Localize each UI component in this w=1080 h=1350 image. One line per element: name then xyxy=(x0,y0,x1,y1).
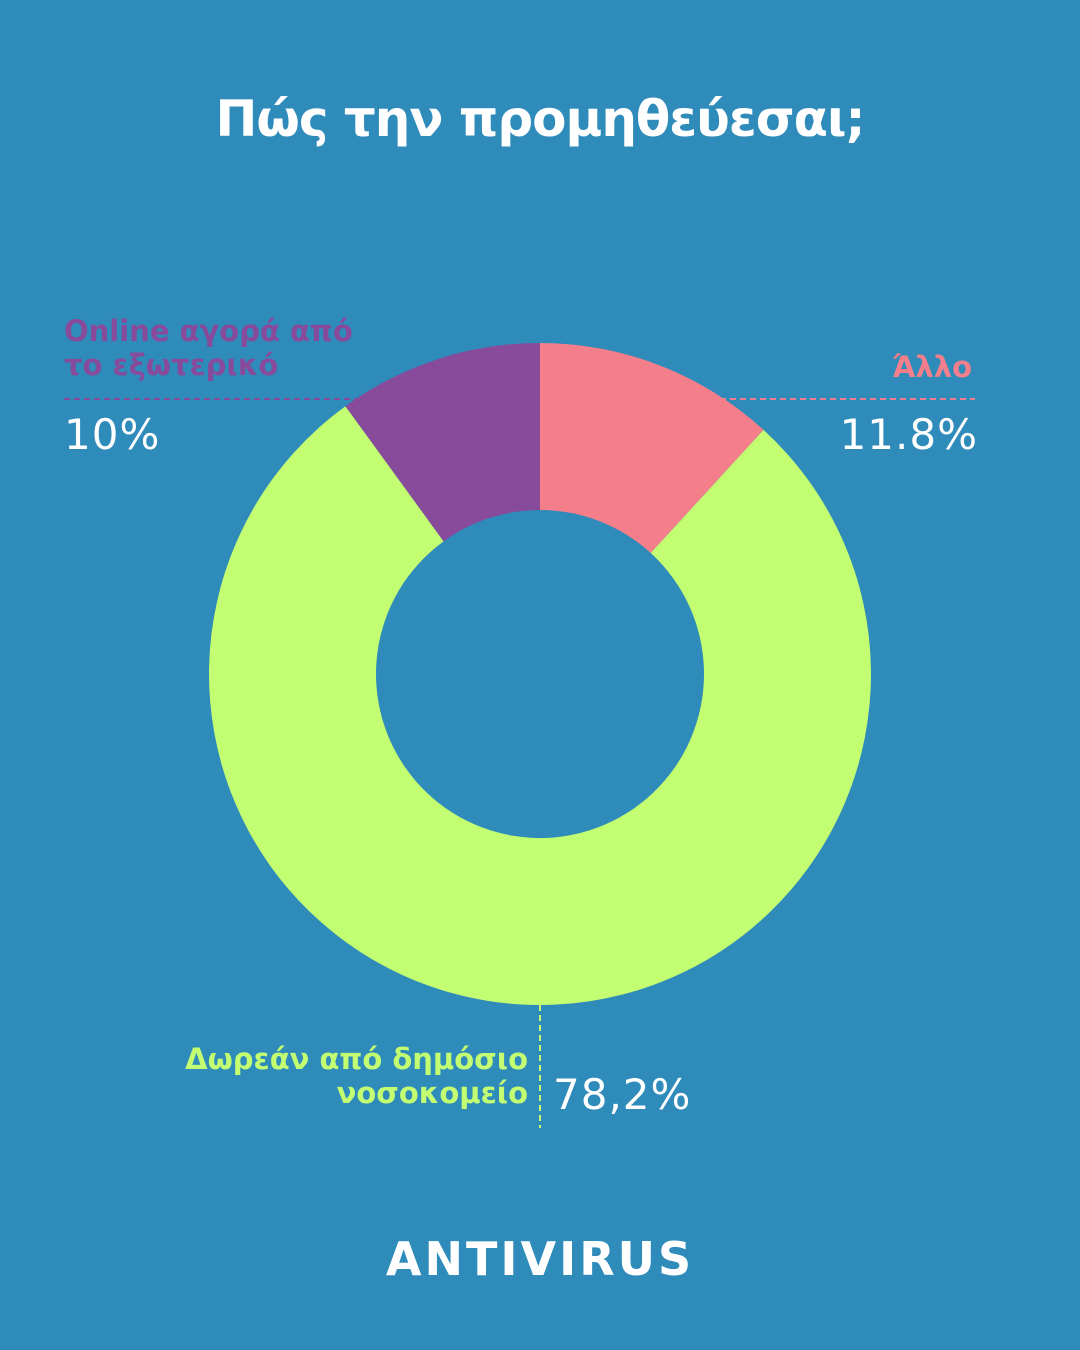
chart-title: Πώς την προμηθεύεσαι; xyxy=(215,90,866,148)
donut-slice-free xyxy=(208,406,871,1006)
slice-value-free: 78,2% xyxy=(553,1070,692,1119)
slice-label-online: Online αγορά από το εξωτερικό xyxy=(64,314,364,382)
slice-label-online-line1: Online αγορά από xyxy=(64,314,353,348)
donut-slice-online xyxy=(345,343,540,542)
brand-logo: ANTIVIRUS xyxy=(385,1232,695,1286)
slice-label-other: Άλλο xyxy=(892,350,972,384)
slice-label-online-line2: το εξωτερικό xyxy=(64,348,279,382)
slice-label-free: Δωρεάν από δημόσιο νοσοκομείο xyxy=(180,1042,528,1110)
slice-label-free-line1: Δωρεάν από δημόσιο xyxy=(185,1042,528,1076)
slice-value-online: 10% xyxy=(64,410,161,459)
slice-label-free-line2: νοσοκομείο xyxy=(336,1076,528,1110)
slice-value-other: 11.8% xyxy=(839,410,978,459)
donut-slice-other xyxy=(540,343,764,554)
